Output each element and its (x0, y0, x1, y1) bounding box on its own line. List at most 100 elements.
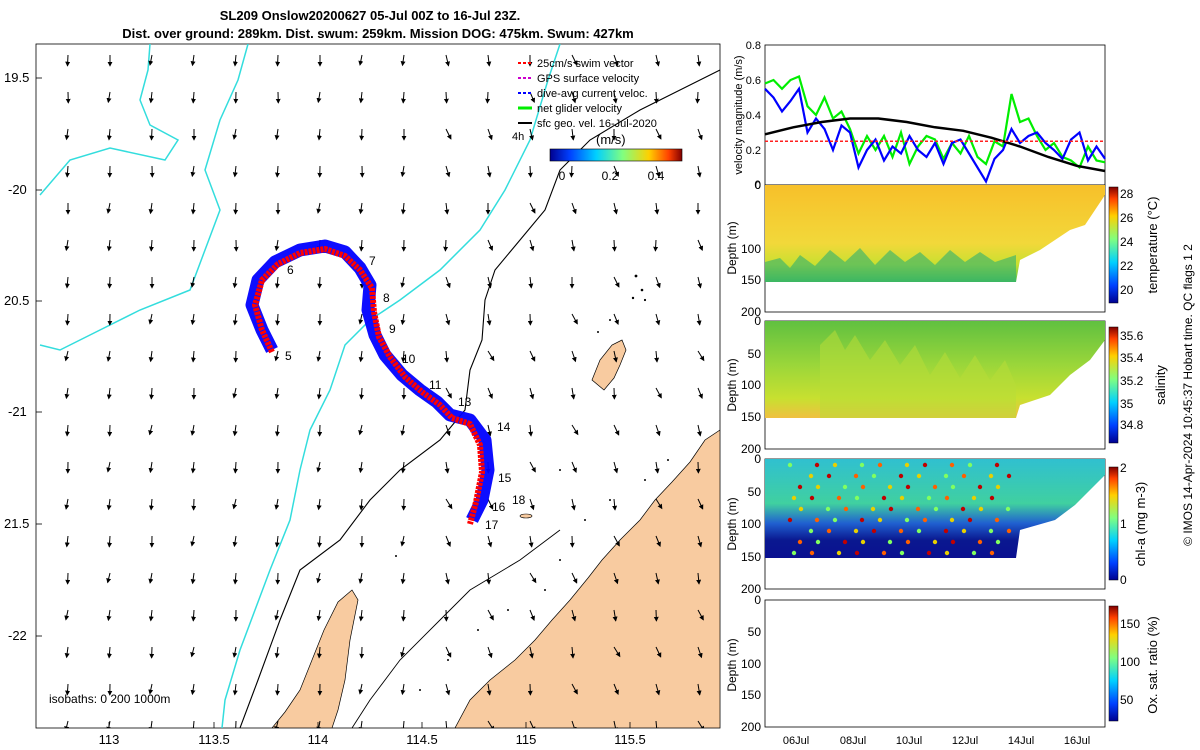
sal-cbar-tick-2: 35.2 (1120, 374, 1144, 388)
current-vector-265 (445, 646, 452, 658)
chl-dot-9 (808, 528, 814, 534)
chl-cbar-tick-1: 1 (1120, 517, 1127, 531)
chl-dot-88 (1005, 506, 1011, 512)
current-vector-72 (400, 202, 406, 215)
temp-cbar-tick-3: 26 (1120, 211, 1134, 225)
legend-label-net: net glider velocity (537, 103, 622, 115)
salinity-panel: 0 50 100 150 200 Depth (m) 34.8 35 35.2 … (725, 314, 1168, 456)
current-vector-300 (571, 720, 577, 728)
chl-dot-54 (922, 462, 928, 468)
chl-dot-23 (843, 506, 849, 512)
speed-colorbar-tick-2: 0.4 (648, 169, 665, 183)
current-vector-237 (613, 572, 619, 585)
current-vector-56 (400, 165, 406, 178)
chl-ytick-3: 150 (741, 550, 761, 564)
current-vector-150 (316, 387, 322, 400)
current-vector-219 (528, 535, 534, 548)
oxygen-ylabel: Depth (m) (725, 638, 739, 691)
current-vector-197 (274, 498, 280, 510)
current-vector-78 (654, 202, 660, 215)
current-vector-38 (316, 128, 322, 141)
current-vector-216 (400, 535, 406, 547)
current-vector-10 (486, 54, 492, 67)
oxy-ytick-2: 100 (741, 657, 761, 671)
current-vector-245 (274, 609, 280, 621)
chl-dot-56 (922, 517, 928, 523)
current-vector-238 (655, 572, 660, 585)
current-vector-37 (274, 128, 280, 141)
current-vector-239 (696, 572, 702, 585)
coast-contour-b (39, 44, 249, 351)
chl-dot-49 (904, 517, 910, 523)
lat-tick-labels: 19.5 -20 20.5 -21 21.5 -22 (4, 70, 29, 643)
current-vector-188 (571, 461, 577, 474)
current-vector-146 (149, 387, 155, 400)
islet-land (519, 513, 533, 519)
time-tick-2: 10Jul (896, 735, 922, 747)
lon-tick-3: 114 (308, 732, 329, 747)
legend-label-diveavg: dive-avg current veloc. (537, 88, 648, 100)
oxy-cbar-tick-2: 150 (1120, 617, 1140, 631)
chl-dot-26 (854, 495, 860, 501)
current-vector-213 (274, 535, 280, 548)
chl-dot-45 (898, 528, 904, 534)
current-vector-163 (190, 424, 196, 436)
current-vector-66 (148, 202, 154, 215)
current-vector-140 (571, 350, 577, 363)
temp-ytick-2: 150 (741, 273, 761, 287)
current-vector-212 (232, 535, 238, 548)
velocity-series-1 (764, 86, 1106, 185)
oxy-cbar-tick-0: 50 (1120, 693, 1134, 707)
chl-dot-10 (809, 550, 815, 556)
current-vector-144 (64, 387, 70, 400)
current-vector-141 (613, 350, 618, 363)
sal-ytick-3: 150 (741, 410, 761, 424)
temp-ytick-3: 200 (741, 305, 761, 319)
current-vector-205 (612, 498, 618, 511)
chl-dot-6 (797, 539, 803, 545)
chl-dot-38 (877, 517, 883, 523)
current-vector-294 (316, 720, 322, 728)
current-vector-23 (358, 91, 364, 104)
vel-ytick-2: 0.4 (746, 110, 761, 122)
chl-dot-85 (994, 517, 1000, 523)
chl-dot-17 (826, 528, 832, 534)
current-vector-192 (64, 498, 70, 510)
current-vector-270 (655, 646, 662, 658)
current-vector-170 (487, 424, 492, 437)
temperature-ylabel: Depth (m) (725, 221, 739, 274)
current-vector-287 (696, 683, 702, 696)
chlorophyll-colorbar-ticks: 0 1 2 (1120, 461, 1127, 587)
oxygen-colorbar-ticks: 50 100 150 (1120, 617, 1140, 707)
isobath-200m (351, 529, 561, 728)
salinity-yticks: 0 50 100 150 200 (741, 314, 761, 456)
day-label-5: 5 (285, 349, 292, 363)
current-vector-159 (697, 387, 703, 400)
current-vector-99 (190, 276, 196, 288)
current-vector-231 (358, 572, 364, 584)
chl-dot-89 (1006, 528, 1012, 534)
current-vector-0 (65, 54, 71, 67)
current-vector-253 (612, 609, 618, 622)
day-label-10: 10 (402, 352, 416, 366)
current-vector-272 (65, 683, 71, 696)
salinity-colorbar-ticks: 34.8 35 35.2 35.4 35.6 (1120, 329, 1144, 432)
current-vector-190 (654, 461, 660, 474)
current-vector-96 (64, 276, 70, 289)
day-label-16: 16 (492, 500, 506, 514)
current-vector-222 (655, 535, 661, 548)
chl-dot-77 (978, 506, 984, 512)
lat-tick-5: 21.5 (4, 516, 29, 531)
current-vector-286 (655, 683, 661, 696)
current-vector-261 (274, 646, 280, 659)
current-vector-171 (528, 424, 534, 437)
current-vector-125 (613, 313, 619, 326)
current-vector-247 (358, 609, 364, 622)
current-vector-184 (400, 461, 406, 474)
current-vector-209 (107, 535, 113, 548)
current-vector-264 (400, 646, 406, 658)
current-vector-70 (316, 202, 322, 214)
chl-dot-79 (988, 473, 994, 479)
chl-dot-31 (859, 517, 865, 523)
